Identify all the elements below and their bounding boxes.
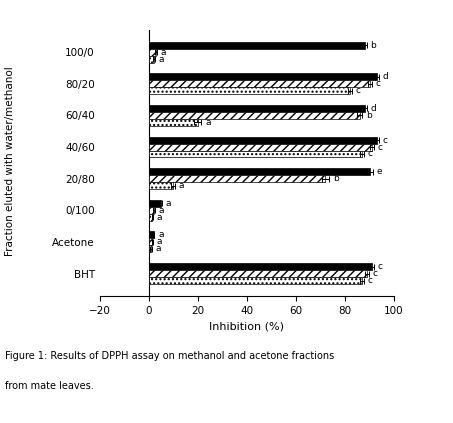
Bar bbox=[149, 270, 367, 277]
Text: b: b bbox=[370, 41, 376, 49]
Text: c: c bbox=[378, 262, 383, 271]
Text: a: a bbox=[157, 213, 162, 222]
Text: a: a bbox=[158, 206, 164, 215]
Bar bbox=[149, 42, 365, 49]
Text: a: a bbox=[158, 231, 164, 239]
Text: Figure 1: Results of DPPH assay on methanol and acetone fractions: Figure 1: Results of DPPH assay on metha… bbox=[5, 351, 334, 361]
Bar bbox=[149, 105, 365, 112]
Text: a: a bbox=[157, 237, 162, 247]
Bar bbox=[149, 80, 370, 87]
Text: c: c bbox=[368, 149, 373, 159]
Bar bbox=[149, 112, 360, 119]
Bar bbox=[149, 73, 377, 80]
Bar bbox=[149, 119, 198, 126]
Bar bbox=[149, 239, 152, 245]
Bar bbox=[149, 151, 362, 157]
Bar bbox=[149, 182, 173, 189]
Text: e: e bbox=[377, 167, 383, 176]
Text: a: a bbox=[179, 181, 184, 190]
Bar bbox=[149, 175, 325, 182]
Bar bbox=[149, 49, 156, 56]
Text: a: a bbox=[205, 118, 211, 127]
Text: c: c bbox=[383, 136, 388, 145]
Text: c: c bbox=[356, 86, 361, 95]
Bar bbox=[149, 231, 154, 239]
Bar bbox=[149, 56, 154, 63]
Text: c: c bbox=[378, 143, 383, 151]
Bar bbox=[149, 143, 372, 151]
Bar bbox=[149, 87, 350, 94]
Bar bbox=[149, 207, 154, 214]
Text: a: a bbox=[161, 48, 166, 57]
Bar bbox=[149, 168, 370, 175]
Text: d: d bbox=[383, 72, 388, 81]
Bar bbox=[149, 137, 377, 143]
Text: c: c bbox=[368, 276, 373, 285]
Bar bbox=[149, 277, 362, 284]
Text: b: b bbox=[333, 174, 338, 183]
Text: a: a bbox=[166, 199, 171, 208]
Text: from mate leaves.: from mate leaves. bbox=[5, 381, 93, 391]
Text: a: a bbox=[158, 55, 164, 63]
Text: c: c bbox=[375, 79, 380, 88]
Bar bbox=[149, 200, 161, 207]
Text: b: b bbox=[366, 111, 371, 120]
X-axis label: Inhibition (%): Inhibition (%) bbox=[209, 321, 284, 331]
Text: c: c bbox=[373, 269, 378, 278]
Bar bbox=[149, 214, 152, 221]
Text: a: a bbox=[156, 244, 161, 253]
Text: Fraction eluted with water/methanol: Fraction eluted with water/methanol bbox=[5, 66, 14, 255]
Bar bbox=[149, 263, 372, 270]
Bar bbox=[149, 245, 151, 253]
Text: d: d bbox=[371, 104, 376, 113]
